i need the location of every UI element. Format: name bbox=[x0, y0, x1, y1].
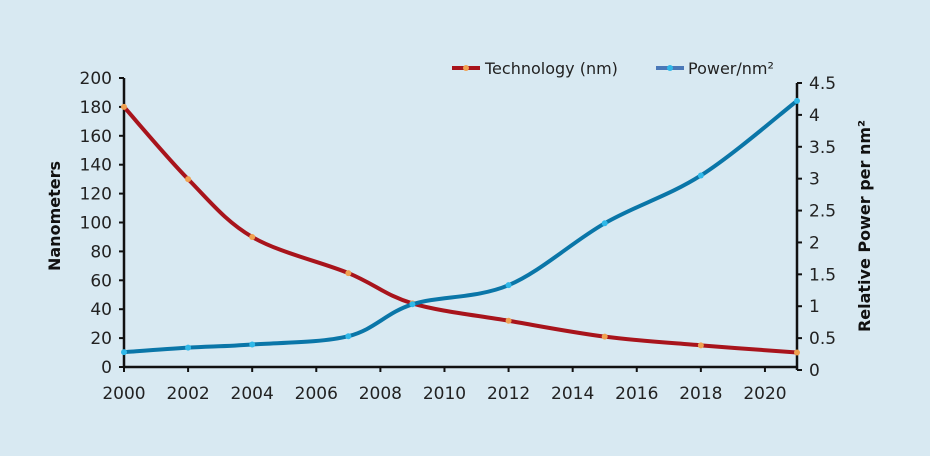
data-point bbox=[697, 342, 704, 349]
y2-axis-label: Relative Power per nm² bbox=[855, 120, 874, 332]
x-tick-label: 2018 bbox=[679, 384, 722, 404]
x-tick-label: 2006 bbox=[295, 384, 338, 404]
data-point bbox=[345, 270, 352, 277]
y2-tick-label: 0.5 bbox=[809, 329, 836, 349]
y-tick-label: 40 bbox=[90, 300, 112, 320]
y2-tick-label: 4 bbox=[809, 106, 820, 126]
data-point bbox=[249, 233, 256, 240]
data-point bbox=[697, 172, 704, 179]
data-point bbox=[185, 176, 192, 183]
y-tick-label: 140 bbox=[80, 156, 112, 176]
y2-tick-label: 1 bbox=[809, 297, 820, 317]
x-tick-label: 2016 bbox=[615, 384, 658, 404]
y-tick-label: 20 bbox=[90, 329, 112, 349]
series-line-1 bbox=[122, 98, 799, 355]
chart-background bbox=[0, 0, 930, 456]
y2-tick-label: 3 bbox=[809, 170, 820, 190]
y-tick-label: 80 bbox=[90, 242, 112, 262]
y2-tick-label: 4.5 bbox=[809, 74, 836, 94]
x-tick-label: 2010 bbox=[423, 384, 466, 404]
data-point bbox=[601, 220, 608, 227]
y-tick-label: 100 bbox=[80, 214, 112, 234]
data-point bbox=[409, 301, 416, 308]
y2-tick-label: 1.5 bbox=[809, 265, 836, 285]
y2-tick-label: 0 bbox=[809, 361, 820, 381]
x-tick-label: 2000 bbox=[102, 384, 145, 404]
data-point bbox=[794, 349, 800, 356]
data-point bbox=[249, 341, 256, 348]
y-tick-label: 0 bbox=[101, 358, 112, 378]
x-tick-label: 2020 bbox=[743, 384, 786, 404]
x-tick-label: 2008 bbox=[359, 384, 402, 404]
legend-label-1: Power/nm² bbox=[688, 59, 774, 78]
x-tick-label: 2004 bbox=[231, 384, 274, 404]
y-tick-label: 60 bbox=[90, 271, 112, 291]
x-tick-label: 2014 bbox=[551, 384, 594, 404]
legend-marker-0 bbox=[463, 65, 469, 71]
y-tick-label: 160 bbox=[80, 127, 112, 147]
data-point bbox=[121, 349, 127, 356]
data-point bbox=[505, 282, 512, 289]
legend-label-0: Technology (nm) bbox=[484, 59, 618, 78]
y2-tick-label: 3.5 bbox=[809, 138, 836, 158]
data-point bbox=[121, 103, 127, 110]
y2-tick-label: 2 bbox=[809, 233, 820, 253]
data-point bbox=[505, 317, 512, 324]
x-tick-label: 2012 bbox=[487, 384, 530, 404]
y2-tick-label: 2.5 bbox=[809, 202, 836, 222]
data-point bbox=[601, 333, 608, 340]
y-tick-label: 120 bbox=[80, 185, 112, 205]
series-line-0 bbox=[122, 104, 799, 355]
y-tick-label: 200 bbox=[80, 69, 112, 89]
data-point bbox=[185, 344, 192, 351]
y-tick-label: 180 bbox=[80, 98, 112, 118]
legend-marker-1 bbox=[667, 65, 673, 71]
x-tick-label: 2002 bbox=[166, 384, 209, 404]
data-point bbox=[345, 333, 352, 340]
data-point bbox=[794, 97, 800, 104]
y-axis-label: Nanometers bbox=[45, 161, 64, 271]
